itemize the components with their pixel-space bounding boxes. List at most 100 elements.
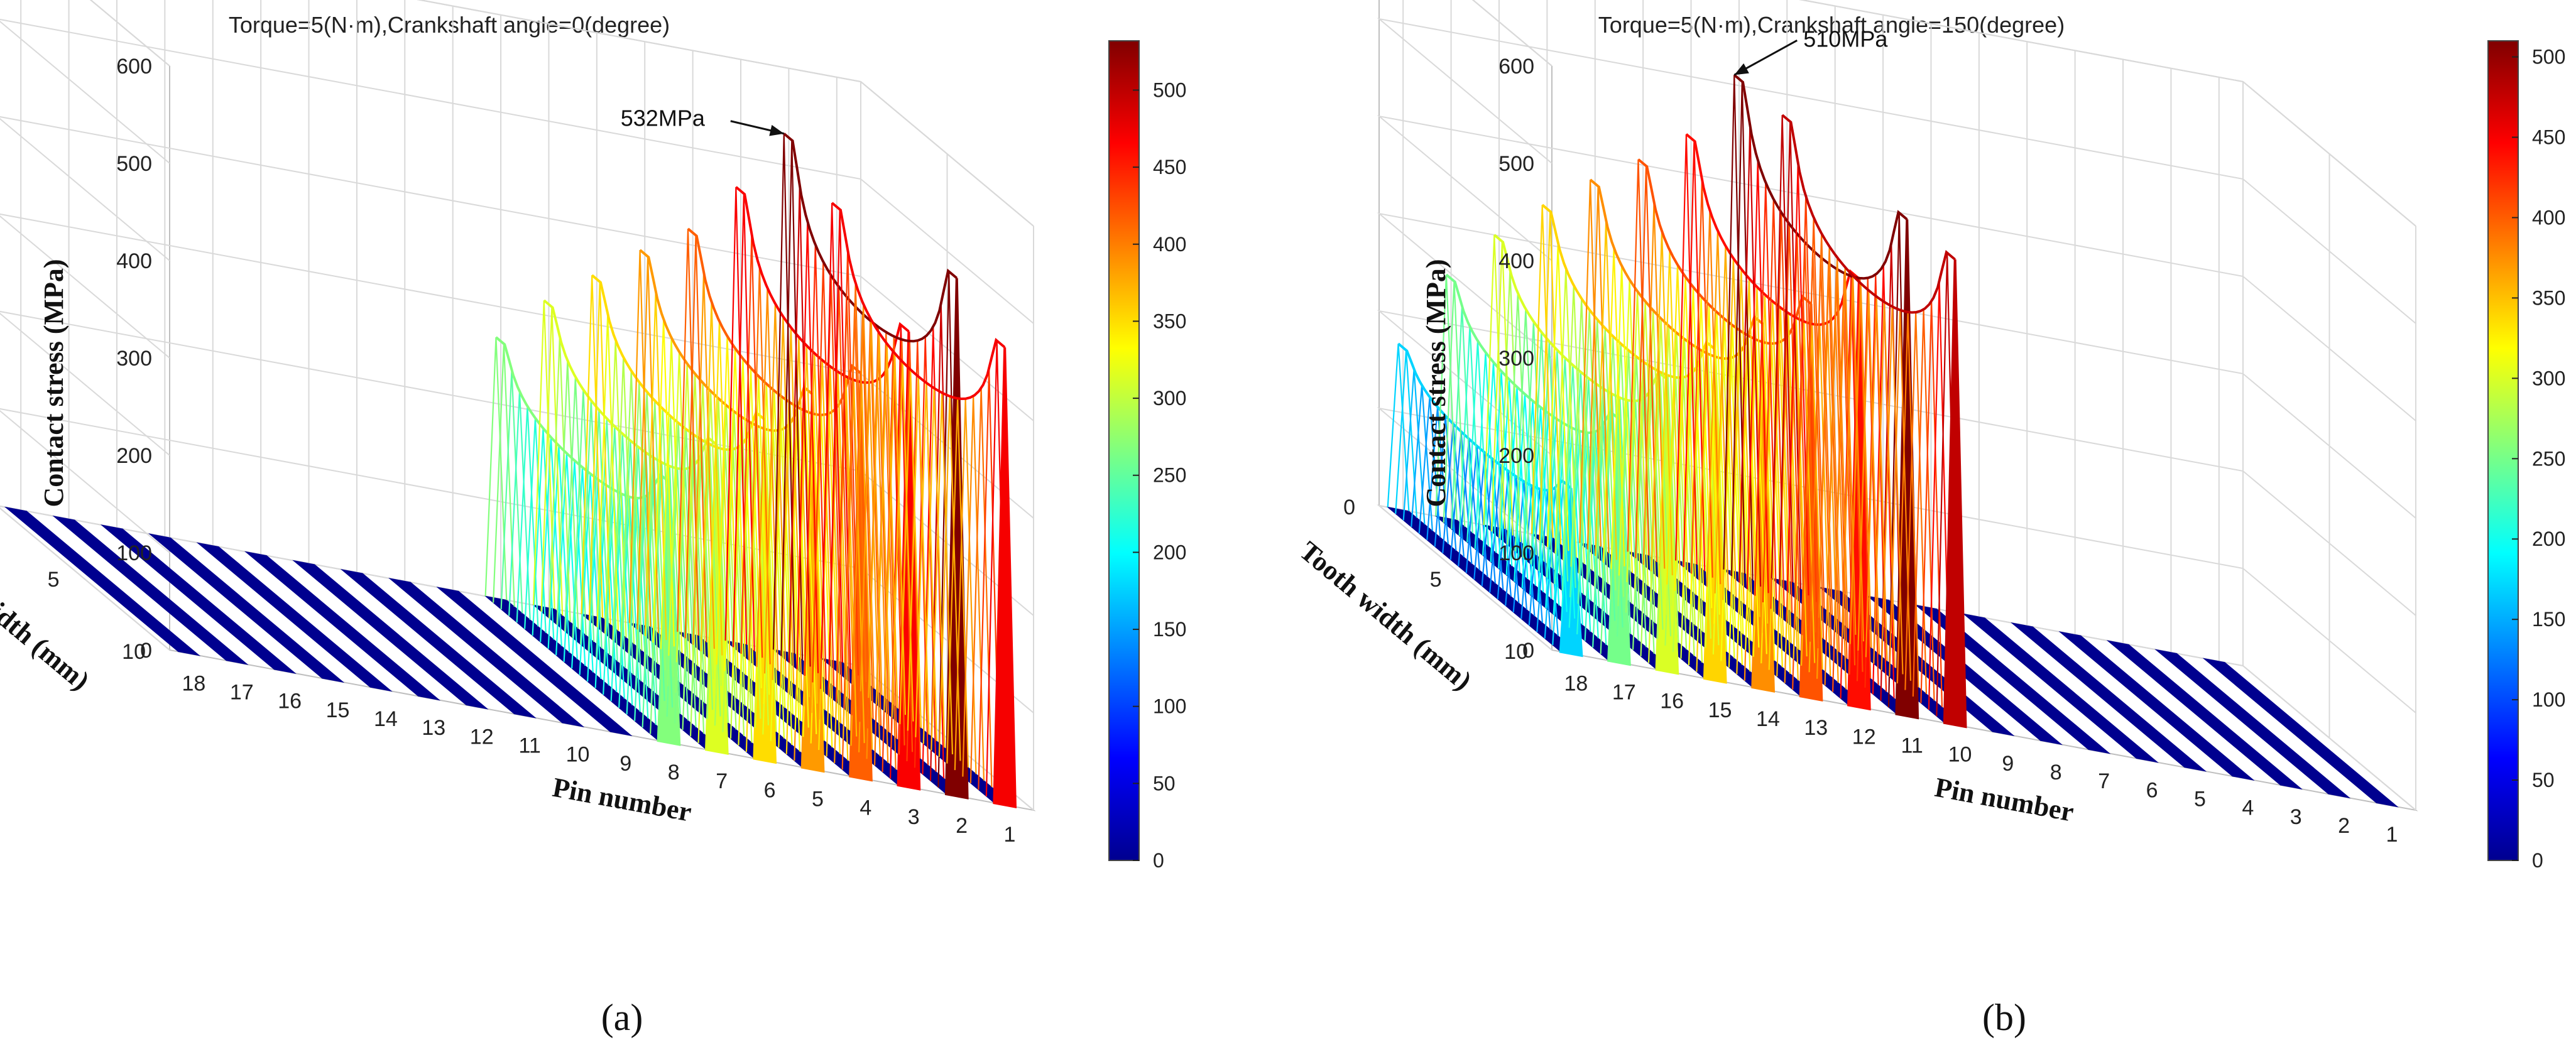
annotation-arrow-head: [769, 124, 784, 136]
x-tick-label: 16: [1660, 690, 1684, 713]
z-tick-label: 500: [116, 152, 152, 176]
chart-title: Torque=5(N·m),Crankshaft angle=150(degre…: [1598, 12, 2065, 38]
z-tick-label: 100: [116, 541, 152, 565]
y-tick-label: 10: [1504, 640, 1528, 664]
profile-ridge: [1781, 114, 1956, 314]
colorbar-tick-label: 100: [2532, 688, 2565, 711]
x-tick-label: 15: [326, 698, 350, 722]
z-tick-label: 0: [140, 639, 152, 663]
x-tick-label: 4: [860, 796, 871, 820]
colorbar-tick-label: 100: [1153, 695, 1186, 718]
x-tick-label: 7: [2098, 769, 2110, 793]
floor-stripe-pin-2: [2154, 649, 2351, 799]
colorbar-tick-label: 450: [2532, 126, 2565, 149]
z-tick-label: 400: [116, 249, 152, 273]
z-tick-label: 0: [1522, 639, 1534, 663]
z-tick-label: 500: [1498, 152, 1534, 176]
colorbar-tick-label: 50: [1153, 772, 1176, 794]
profile-line: [1579, 180, 1602, 547]
colorbar: 0 50 100 150 200 250 300 350 400 450 500: [2487, 40, 2565, 872]
floor-stripe-pin-16: [100, 524, 297, 674]
x-tick-label: 15: [1708, 698, 1732, 722]
colorbar-tick-label: 250: [2532, 447, 2565, 470]
floor-stripe-pin-14: [196, 542, 393, 692]
profile-line: [1531, 205, 1554, 538]
colorbar-tick-label: 150: [2532, 608, 2565, 631]
x-tick-label: 6: [2146, 778, 2158, 802]
x-tick-label: 18: [182, 671, 205, 695]
x-tick-label: 10: [1948, 743, 1972, 767]
z-tick-label: 600: [116, 55, 152, 79]
z-tick-label: 200: [116, 444, 152, 468]
colorbar-tick-label: 450: [1153, 156, 1186, 178]
floor-stripe-pin-15: [148, 533, 345, 683]
front-spike: [1943, 259, 1967, 729]
profile-line: [484, 337, 508, 600]
y-tick-label: 5: [48, 568, 60, 592]
x-tick-label: 5: [2194, 788, 2206, 811]
y-tick-label: 10: [122, 640, 146, 664]
x-tick-label: 11: [518, 734, 540, 758]
profile-line: [628, 250, 652, 627]
x-tick-label: 13: [1804, 716, 1828, 740]
floor-stripe-pin-11: [340, 568, 537, 719]
z-tick-label: 100: [1498, 541, 1534, 565]
x-tick-label: 3: [2290, 805, 2302, 829]
profile-ridge: [639, 249, 814, 432]
colorbar-tick-label: 300: [2532, 367, 2565, 389]
x-tick-label: 3: [908, 805, 920, 829]
stress-surface: [484, 133, 1017, 809]
floor-stripe-pin-10: [388, 578, 585, 727]
x-tick-label: 5: [812, 788, 824, 811]
panel-label: (a): [601, 997, 643, 1038]
colorbar-tick-label: 300: [1153, 387, 1186, 409]
stress-profile-pin-10: [1771, 114, 1967, 729]
floor-stripe-pin-5: [2011, 622, 2207, 772]
x-tick-label: 2: [2338, 814, 2350, 838]
floor-stripe-pin-18: [4, 506, 201, 656]
floor-stripe-pin-17: [52, 515, 249, 665]
profile-line: [1483, 234, 1506, 529]
floor-stripe-pin-3: [2106, 640, 2303, 790]
x-tick-label: 14: [374, 707, 398, 731]
stress-profile-pin-1: [821, 202, 1017, 809]
colorbar-tick-label: 200: [2532, 528, 2565, 550]
x-tick-label: 4: [2242, 796, 2254, 820]
z-tick-label: 400: [1498, 249, 1534, 273]
y-ticks: 0 5 10: [1343, 496, 1528, 664]
x-tick-label: 1: [2386, 823, 2398, 847]
colorbar-tick-label: 350: [2532, 286, 2565, 309]
x-tick-label: 2: [956, 814, 968, 838]
profile-line: [532, 300, 555, 609]
annotation-label: 510MPa: [1803, 26, 1888, 52]
x-tick-label: 9: [2002, 752, 2014, 776]
subplot-a: Torque=5(N·m),Crankshaft angle=0(degree)…: [0, 0, 1186, 1038]
colorbar-gradient: [1108, 40, 1140, 861]
floor-stripe-pin-12: [292, 560, 489, 710]
panel-label: (b): [1982, 997, 2026, 1038]
profile-line: [1435, 274, 1458, 520]
floor-stripe-pin-4: [2058, 631, 2255, 781]
z-axis-label: Contact stress (MPa): [38, 259, 69, 507]
x-tick-label: 12: [470, 725, 494, 749]
annotation-arrow-head: [1734, 63, 1749, 75]
x-tick-label: 11: [1901, 734, 1923, 758]
floor-stripe-pin-6: [1962, 613, 2159, 763]
x-tick-label: 8: [2050, 761, 2062, 784]
x-tick-label: 12: [1852, 725, 1876, 749]
colorbar-tick-label: 0: [1153, 849, 1164, 872]
x-tick-label: 7: [716, 769, 728, 793]
colorbar-tick-label: 150: [1153, 618, 1186, 641]
colorbar-tick-label: 350: [1153, 310, 1186, 332]
x-tick-label: 14: [1756, 707, 1780, 731]
colorbar-gradient: [2487, 40, 2519, 861]
z-tick-label: 600: [1498, 55, 1534, 79]
colorbar-tick-label: 200: [1153, 541, 1186, 563]
x-tick-label: 8: [668, 761, 680, 784]
y-tick-label: 0: [1343, 496, 1355, 519]
x-tick-label: 16: [278, 690, 302, 713]
colorbar-tick-label: 400: [2532, 206, 2565, 229]
